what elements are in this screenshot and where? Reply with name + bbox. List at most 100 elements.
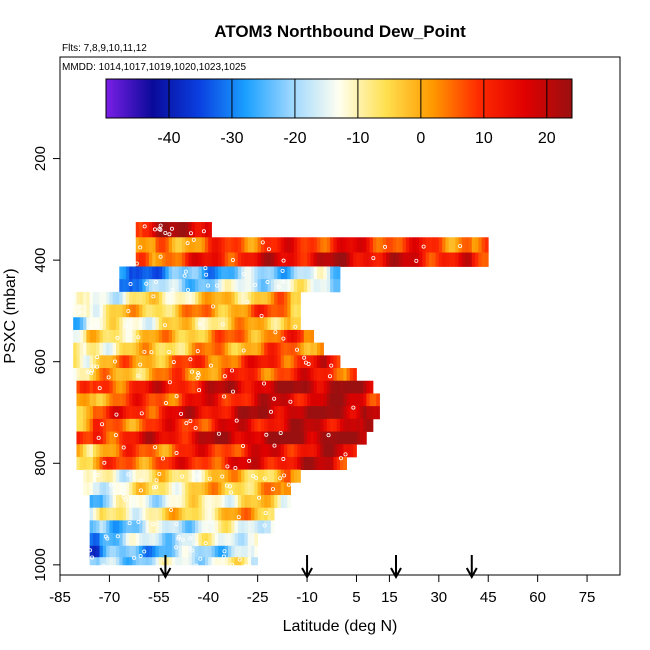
heatmap-cell — [228, 393, 232, 407]
heatmap-cell — [251, 380, 255, 394]
data-point-marker — [184, 421, 189, 426]
heatmap-cell — [221, 406, 226, 420]
heatmap-cell — [274, 482, 278, 496]
heatmap-cell — [132, 431, 137, 445]
heatmap-cell — [231, 482, 235, 496]
data-point-marker — [367, 185, 372, 190]
heatmap-cell — [76, 380, 81, 394]
heatmap-cell — [178, 342, 183, 356]
heatmap-cell — [185, 482, 189, 496]
heatmap-cell — [204, 557, 209, 566]
heatmap-cell — [148, 482, 153, 496]
heatmap-cell — [224, 355, 229, 369]
heatmap-cell — [122, 266, 127, 280]
heatmap-cell — [287, 495, 291, 509]
data-point-marker — [95, 472, 100, 477]
heatmap-cell — [86, 304, 91, 318]
heatmap-cell — [277, 342, 282, 356]
heatmap-cell — [221, 444, 226, 458]
heatmap-cell — [152, 431, 156, 445]
heatmap-cell — [293, 406, 298, 420]
heatmap-cell — [284, 329, 288, 344]
y-tick-label: 800 — [32, 451, 49, 476]
heatmap-cell — [201, 368, 206, 382]
heatmap-cell — [218, 342, 222, 356]
heatmap-cell — [198, 266, 203, 280]
heatmap-cell — [178, 418, 183, 432]
heatmap-cell — [139, 393, 143, 407]
heatmap-cell — [333, 380, 338, 394]
data-point-marker — [89, 368, 94, 373]
heatmap-cell — [79, 456, 84, 471]
heatmap-cell — [237, 495, 242, 509]
heatmap-cell — [465, 237, 469, 253]
heatmap-cell — [178, 237, 183, 253]
heatmap-cell — [287, 368, 291, 382]
heatmap-cell — [129, 520, 133, 534]
data-point-marker — [100, 422, 105, 427]
heatmap-cell — [254, 507, 259, 521]
heatmap-cell — [237, 469, 242, 483]
heatmap-cell — [287, 304, 291, 318]
heatmap-cell — [214, 456, 219, 471]
heatmap-cell — [172, 495, 176, 509]
heatmap-cell — [188, 557, 193, 566]
heatmap-cell — [158, 456, 163, 471]
heatmap-cell — [175, 557, 179, 566]
heatmap-cell — [277, 418, 282, 432]
data-point-marker — [222, 549, 227, 554]
heatmap-cell — [116, 317, 120, 331]
heatmap-cell — [237, 237, 242, 253]
heatmap-cell — [145, 252, 150, 267]
heatmap-cell — [247, 482, 252, 496]
heatmap-cell — [257, 418, 262, 432]
heatmap-cell — [142, 431, 147, 445]
heatmap-cell — [363, 252, 367, 267]
heatmap-cell — [218, 482, 222, 496]
data-point-marker — [338, 456, 343, 461]
heatmap-cell — [96, 545, 100, 558]
data-point-marker — [351, 405, 356, 410]
heatmap-cell — [452, 237, 456, 253]
data-point-marker — [121, 445, 126, 450]
heatmap-cell — [224, 266, 229, 280]
heatmap-cell — [129, 317, 133, 331]
heatmap-cell — [244, 355, 249, 369]
heatmap-cell — [86, 355, 91, 369]
heatmap-cell — [129, 406, 133, 420]
heatmap-cell — [185, 444, 189, 458]
heatmap-cell — [280, 329, 285, 344]
heatmap-cell — [172, 557, 176, 566]
heatmap-cell — [280, 418, 285, 432]
heatmap-cell — [125, 456, 130, 471]
heatmap-cell — [336, 393, 341, 407]
heatmap-cell — [208, 342, 212, 356]
heatmap-cell — [145, 431, 150, 445]
heatmap-cell — [353, 380, 357, 394]
heatmap-cell — [241, 495, 245, 509]
data-point-marker — [113, 433, 118, 438]
heatmap-cell — [257, 495, 262, 509]
heatmap-cell — [142, 444, 147, 458]
heatmap-cell — [280, 482, 285, 496]
heatmap-cell — [162, 406, 166, 420]
heatmap-cell — [96, 444, 100, 458]
heatmap-cell — [198, 520, 203, 534]
heatmap-cell — [158, 406, 163, 420]
heatmap-cell — [307, 406, 311, 420]
heatmap-cell — [221, 237, 226, 253]
heatmap-cell — [264, 482, 268, 496]
heatmap-cell — [125, 304, 130, 318]
data-point-marker — [302, 355, 307, 360]
heatmap-cell — [168, 507, 173, 521]
data-point-marker — [176, 534, 181, 539]
heatmap-cell — [119, 279, 123, 293]
heatmap-cell — [112, 482, 117, 496]
heatmap-cell — [172, 304, 176, 318]
heatmap-cell — [376, 252, 380, 267]
heatmap-cell — [92, 380, 97, 394]
heatmap-cell — [247, 291, 252, 305]
heatmap-cell — [92, 520, 97, 534]
heatmap-cell — [119, 469, 123, 483]
data-point-marker — [253, 282, 258, 287]
